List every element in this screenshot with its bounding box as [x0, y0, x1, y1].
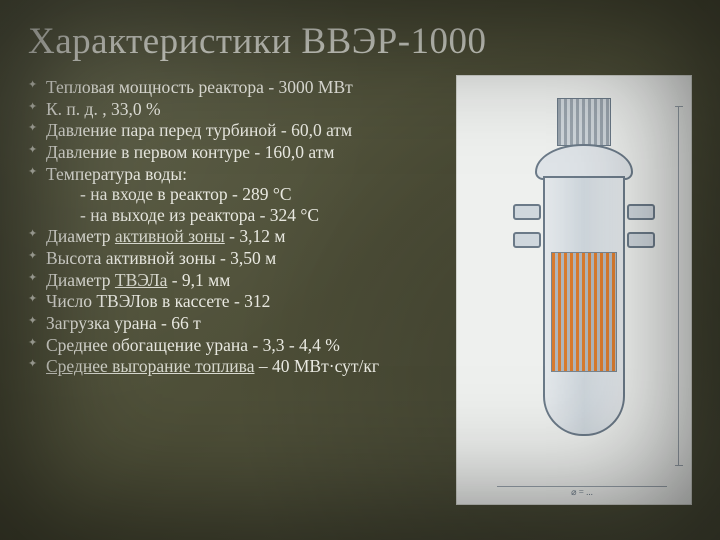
list-subitem: - на выходе из реактора - 324 °C: [46, 205, 448, 226]
list-item: Число ТВЭЛов в кассете - 312: [28, 291, 448, 312]
list-item: Среднее обогащение урана - 3,3 - 4,4 %: [28, 335, 448, 356]
content-row: Тепловая мощность реактора - 3000 МВтК. …: [28, 77, 692, 505]
slide: Характеристики ВВЭР-1000 Тепловая мощнос…: [0, 0, 720, 540]
reactor-diagram: ⌀ = ...: [456, 75, 692, 505]
list-subitem: - на входе в реактор - 289 °C: [46, 184, 448, 205]
slide-title: Характеристики ВВЭР-1000: [28, 20, 692, 63]
nozzle-icon: [627, 204, 655, 220]
list-item: Среднее выгорание топлива – 40 МВт·сут/к…: [28, 356, 448, 377]
list-item: Высота активной зоны - 3,50 м: [28, 248, 448, 269]
list-item: Загрузка урана - 66 т: [28, 313, 448, 334]
list-item: Давление пара перед турбиной - 60,0 атм: [28, 120, 448, 141]
list-item: Температура воды:- на входе в реактор - …: [28, 164, 448, 226]
hyperlink[interactable]: Среднее выгорание топлива: [46, 356, 254, 376]
dimension-line: [678, 106, 679, 466]
bullet-list: Тепловая мощность реактора - 3000 МВтК. …: [28, 77, 448, 505]
hyperlink[interactable]: активной зоны: [115, 226, 225, 246]
list-item: Диаметр активной зоны - 3,12 м: [28, 226, 448, 247]
control-rod-drives: [557, 98, 611, 146]
list-item: Тепловая мощность реактора - 3000 МВт: [28, 77, 448, 98]
nozzle-icon: [513, 204, 541, 220]
reactor-core: [551, 252, 617, 372]
reactor-schematic: [529, 92, 639, 488]
list-item: Диаметр ТВЭЛа - 9,1 мм: [28, 270, 448, 291]
list-item: Давление в первом контуре - 160,0 атм: [28, 142, 448, 163]
list-item: К. п. д. , 33,0 %: [28, 99, 448, 120]
reactor-head: [535, 144, 633, 180]
nozzle-icon: [627, 232, 655, 248]
hyperlink[interactable]: ТВЭЛа: [115, 270, 167, 290]
nozzle-icon: [513, 232, 541, 248]
base-dimension-label: ⌀ = ...: [497, 486, 667, 498]
